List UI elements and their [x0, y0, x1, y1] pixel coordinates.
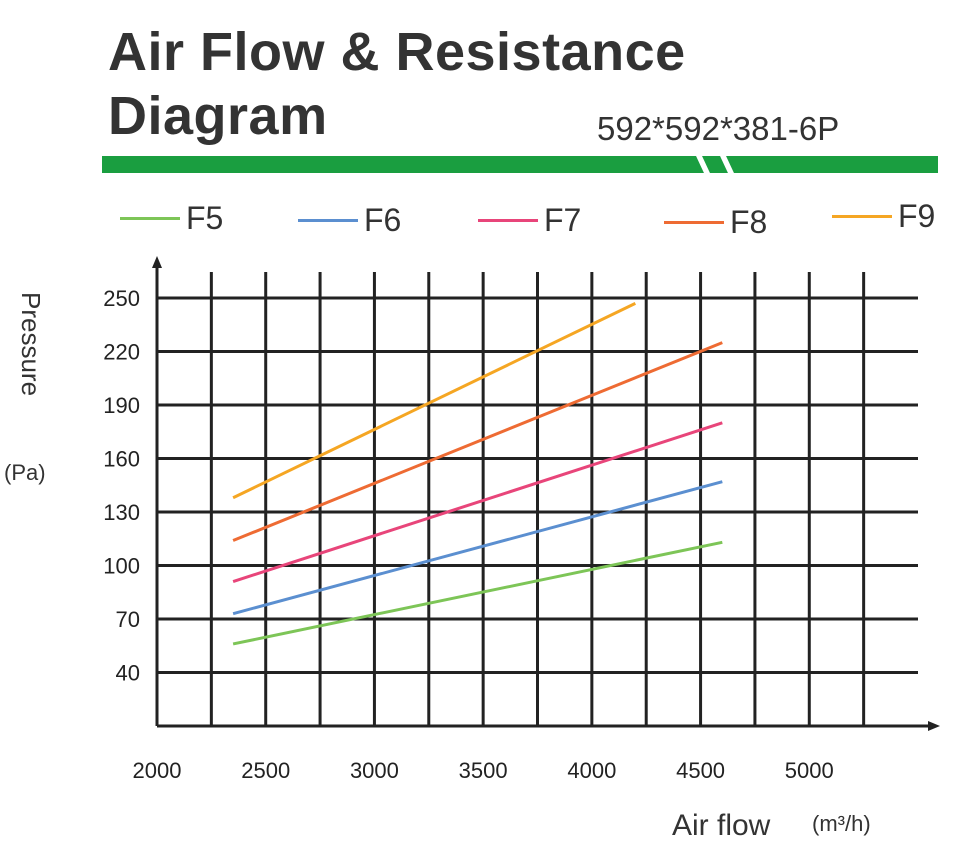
- x-tick-label: 5000: [785, 758, 834, 783]
- series-lines: [232, 301, 723, 646]
- y-axis-label: Pressure: [16, 292, 46, 396]
- y-tick-label: 190: [103, 393, 140, 418]
- y-tick-label: 250: [103, 286, 140, 311]
- legend-swatch-f7: [478, 219, 538, 222]
- legend-label-f8: F8: [730, 204, 768, 240]
- series-line-f8: [232, 341, 723, 542]
- y-tick-label: 160: [103, 447, 140, 472]
- grid: [157, 272, 918, 726]
- x-axis-unit: (m³/h): [812, 811, 871, 836]
- tick-labels: 40 70 100 130 160 190 220 250 2000 2500 3000 3500 40…: [103, 286, 833, 783]
- legend-swatch-f5: [120, 217, 180, 220]
- legend-label-f6: F6: [364, 202, 402, 238]
- x-tick-label: 4500: [676, 758, 725, 783]
- series-line-f5: [232, 540, 723, 646]
- legend-item-f6: F6: [298, 202, 401, 239]
- model-label: 592*592*381-6P: [597, 110, 840, 147]
- series-line-f7: [232, 421, 723, 583]
- legend-label-f7: F7: [544, 202, 582, 238]
- y-axis-arrow: [152, 256, 162, 268]
- title-line-2: Diagram: [108, 86, 328, 146]
- x-axis-label: Air flow: [672, 809, 771, 842]
- x-tick-label: 4000: [567, 758, 616, 783]
- x-tick-label: 2500: [241, 758, 290, 783]
- legend-label-f9: F9: [898, 198, 936, 234]
- legend-swatch-f9: [832, 215, 892, 218]
- x-tick-label: 3500: [459, 758, 508, 783]
- legend-item-f5: F5: [120, 200, 223, 237]
- y-tick-label: 130: [103, 500, 140, 525]
- legend-item-f8: F8: [664, 204, 767, 241]
- title-line-1: Air Flow & Resistance: [108, 22, 686, 82]
- legend-label-f5: F5: [186, 200, 224, 236]
- x-tick-label: 3000: [350, 758, 399, 783]
- series-line-f9: [232, 301, 636, 500]
- y-axis-unit: (Pa): [4, 460, 46, 485]
- axes: [152, 256, 940, 731]
- y-tick-label: 40: [116, 661, 140, 686]
- y-tick-label: 220: [103, 340, 140, 365]
- accent-bar: [102, 154, 938, 175]
- y-tick-label: 100: [103, 554, 140, 579]
- chart-title: Air Flow & Resistance Diagram: [108, 20, 686, 148]
- series-line-f6: [232, 480, 723, 616]
- legend-item-f7: F7: [478, 202, 581, 239]
- x-tick-label: 2000: [133, 758, 182, 783]
- x-axis-arrow: [928, 721, 940, 731]
- legend-item-f9: F9: [832, 198, 935, 235]
- legend-swatch-f8: [664, 221, 724, 224]
- legend-swatch-f6: [298, 219, 358, 222]
- legend: F5 F6 F7 F8 F9: [0, 198, 954, 241]
- y-tick-label: 70: [116, 607, 140, 632]
